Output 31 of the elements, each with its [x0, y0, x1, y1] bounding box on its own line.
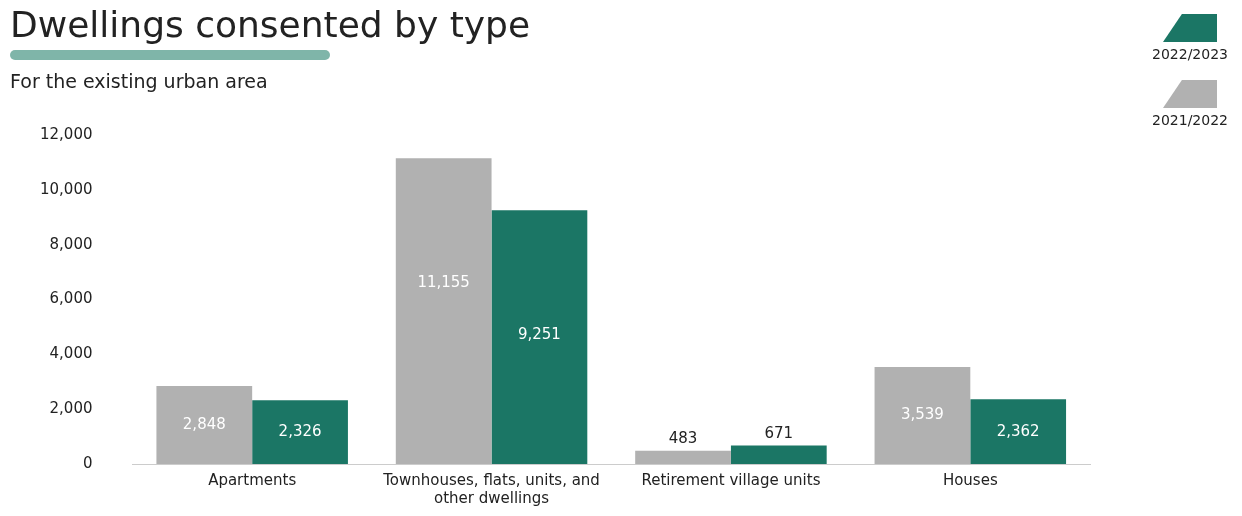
- data-label: 9,251: [517, 325, 561, 344]
- data-label: 2,362: [996, 421, 1040, 440]
- bar: [970, 399, 1067, 464]
- y-tick-label: 0: [82, 453, 93, 472]
- bar: [635, 450, 731, 464]
- y-tick-label: 4,000: [49, 344, 93, 363]
- data-label: 11,155: [417, 273, 470, 292]
- bar: [395, 158, 492, 464]
- x-tick-label: Apartments: [208, 470, 297, 489]
- x-tick-label: Townhouses, flats, units, and other dwellings: [382, 470, 600, 507]
- x-tick-label: Retirement village units: [641, 470, 821, 489]
- chart-subtitle: For the existing urban area: [10, 70, 268, 92]
- y-tick-label: 8,000: [49, 234, 93, 253]
- chart-title: Dwellings consented by type: [10, 4, 531, 45]
- bar: [252, 400, 348, 464]
- data-label: 2,326: [278, 422, 322, 441]
- data-label: 483: [668, 429, 698, 448]
- legend-label: 2022/2023: [1152, 46, 1228, 62]
- x-tick-label: Houses: [942, 470, 998, 489]
- y-tick-label: 10,000: [39, 179, 93, 198]
- y-tick-label: 12,000: [39, 124, 93, 143]
- bar: [874, 366, 971, 464]
- y-tick-label: 6,000: [49, 289, 93, 308]
- bar: [491, 210, 588, 464]
- bar: [156, 385, 253, 464]
- legend-label: 2021/2022: [1152, 112, 1228, 128]
- data-label: 3,539: [900, 405, 944, 424]
- data-label: 671: [764, 423, 794, 442]
- data-label: 2,848: [182, 414, 226, 433]
- y-tick-label: 2,000: [49, 399, 93, 418]
- bar: [730, 445, 827, 464]
